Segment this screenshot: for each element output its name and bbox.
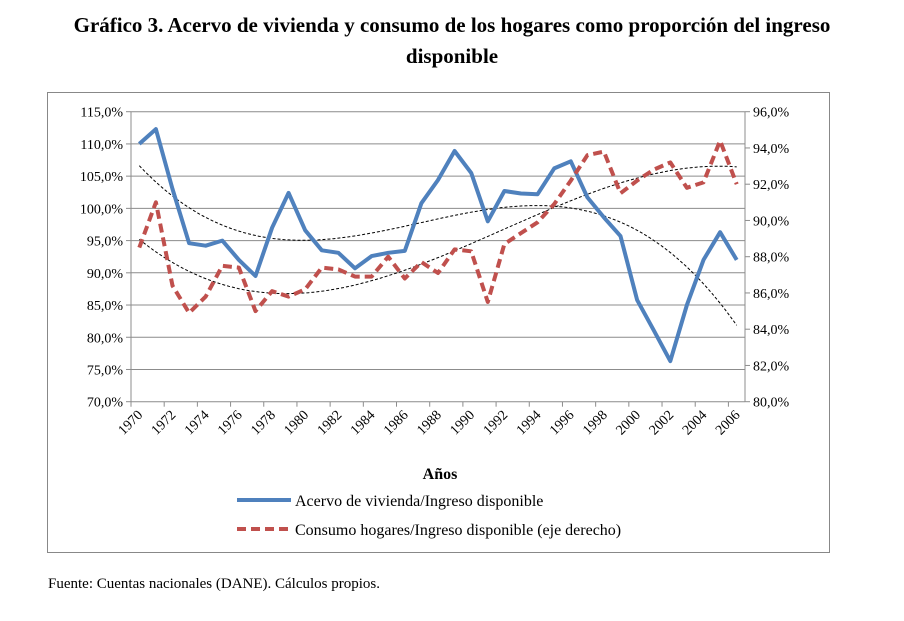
trendline-consumo	[138, 165, 737, 295]
chart-frame	[47, 92, 830, 553]
right-tick-label: 94,0%	[753, 142, 790, 157]
left-tick-label: 80,0%	[87, 331, 124, 346]
left-tick-label: 85,0%	[87, 299, 124, 314]
right-tick-label: 90,0%	[753, 214, 790, 229]
left-tick-label: 90,0%	[87, 267, 124, 282]
right-tick-label: 96,0%	[753, 106, 790, 121]
trendline-acervo	[138, 165, 738, 326]
chart-title: Gráfico 3. Acervo de vivienda y consumo …	[0, 10, 904, 72]
right-tick-label: 86,0%	[753, 287, 790, 302]
legend: Acervo de vivienda/Ingreso disponible Co…	[237, 493, 621, 539]
left-tick-label: 95,0%	[87, 235, 124, 250]
right-tick-label: 88,0%	[753, 251, 790, 266]
legend-label-consumo: Consumo hogares/Ingreso disponible (eje …	[295, 522, 621, 539]
chart-title-line-2: disponible	[405, 44, 499, 68]
left-tick-label: 75,0%	[87, 363, 124, 378]
x-axis-title: Años	[423, 466, 458, 483]
left-tick-label: 105,0%	[80, 170, 124, 185]
right-tick-label: 84,0%	[753, 323, 790, 338]
left-tick-label: 70,0%	[87, 396, 124, 411]
legend-label-acervo: Acervo de vivienda/Ingreso disponible	[295, 493, 543, 510]
left-tick-label: 100,0%	[80, 202, 124, 217]
left-tick-label: 110,0%	[80, 138, 123, 153]
source-note: Fuente: Cuentas nacionales (DANE). Cálcu…	[48, 576, 381, 592]
chart-title-line-1: Gráfico 3. Acervo de vivienda y consumo …	[73, 13, 831, 37]
right-tick-label: 92,0%	[753, 178, 790, 193]
right-tick-label: 80,0%	[753, 396, 790, 411]
left-tick-label: 115,0%	[80, 106, 123, 121]
right-tick-label: 82,0%	[753, 359, 790, 374]
